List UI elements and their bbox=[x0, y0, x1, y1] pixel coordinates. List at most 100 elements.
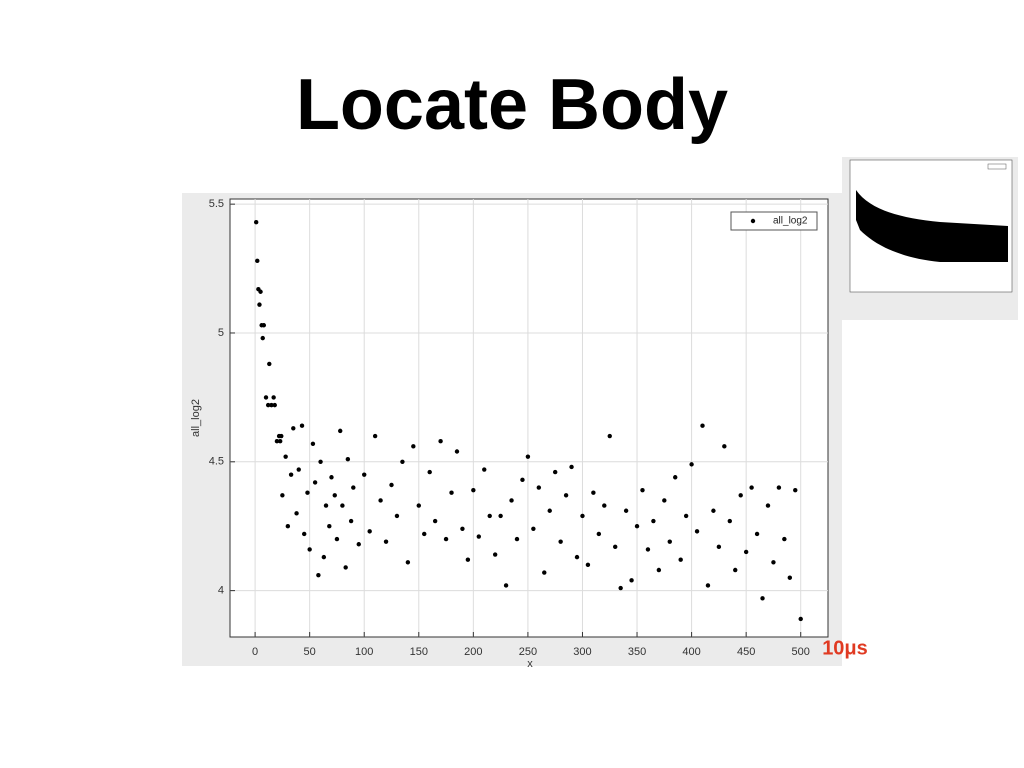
point bbox=[738, 493, 743, 498]
point bbox=[651, 518, 656, 524]
point bbox=[279, 433, 284, 439]
point bbox=[569, 464, 574, 470]
point bbox=[263, 395, 269, 400]
inset-thumbnail bbox=[842, 157, 1018, 320]
point bbox=[271, 395, 276, 400]
point bbox=[302, 531, 307, 537]
point bbox=[683, 513, 689, 519]
inset-points bbox=[856, 190, 1008, 262]
point bbox=[285, 524, 291, 529]
point bbox=[316, 572, 321, 578]
point bbox=[432, 518, 438, 524]
y-tick-label: 4.5 bbox=[209, 456, 224, 468]
inset-legend bbox=[987, 163, 1007, 170]
point bbox=[296, 467, 301, 472]
point bbox=[465, 557, 471, 562]
point bbox=[487, 513, 492, 519]
point bbox=[722, 444, 727, 449]
point bbox=[274, 438, 280, 444]
point bbox=[299, 423, 305, 428]
point bbox=[509, 498, 514, 503]
point bbox=[694, 529, 700, 534]
point bbox=[754, 531, 760, 537]
point bbox=[305, 490, 310, 495]
point bbox=[514, 536, 520, 542]
point bbox=[656, 567, 662, 573]
point bbox=[471, 487, 476, 493]
point bbox=[389, 482, 394, 488]
point bbox=[640, 487, 645, 493]
point bbox=[596, 531, 602, 537]
y-axis-label: all_log2 bbox=[190, 399, 202, 437]
point bbox=[265, 402, 271, 408]
x-tick-label: 500 bbox=[792, 646, 810, 658]
point bbox=[798, 616, 803, 622]
point bbox=[623, 508, 629, 513]
point bbox=[351, 485, 356, 490]
point bbox=[705, 583, 711, 588]
legend-marker bbox=[750, 218, 756, 224]
point bbox=[743, 549, 749, 555]
point bbox=[782, 536, 787, 542]
point bbox=[580, 513, 585, 519]
point bbox=[378, 498, 383, 503]
x-tick-label: 50 bbox=[304, 646, 316, 658]
point bbox=[405, 560, 411, 565]
x-tick-label: 100 bbox=[355, 646, 373, 658]
point bbox=[312, 480, 318, 485]
point bbox=[318, 459, 323, 464]
point bbox=[760, 596, 765, 601]
point bbox=[542, 570, 547, 575]
point bbox=[427, 469, 432, 475]
point bbox=[288, 472, 294, 477]
x-tick-label: 350 bbox=[628, 646, 646, 658]
point bbox=[334, 536, 340, 542]
point bbox=[793, 487, 798, 493]
point bbox=[460, 526, 465, 531]
point bbox=[503, 583, 509, 588]
point bbox=[338, 428, 343, 434]
point bbox=[348, 518, 354, 524]
point bbox=[329, 475, 334, 480]
x-tick-label: 200 bbox=[464, 646, 482, 658]
point bbox=[749, 485, 754, 490]
point bbox=[345, 457, 351, 462]
point bbox=[498, 513, 503, 519]
point bbox=[563, 493, 569, 498]
point bbox=[294, 511, 299, 516]
point bbox=[591, 490, 596, 495]
point bbox=[662, 498, 667, 503]
point bbox=[634, 524, 640, 529]
point bbox=[492, 552, 498, 557]
point bbox=[700, 423, 705, 428]
point bbox=[520, 477, 525, 483]
point bbox=[558, 539, 563, 544]
point bbox=[383, 539, 389, 544]
point bbox=[673, 475, 678, 480]
point bbox=[547, 508, 552, 513]
x-tick-label: 300 bbox=[573, 646, 591, 658]
point bbox=[283, 454, 288, 459]
point bbox=[525, 454, 531, 459]
point bbox=[678, 557, 683, 562]
point bbox=[536, 485, 542, 490]
point bbox=[372, 433, 378, 439]
point bbox=[258, 289, 263, 294]
point bbox=[629, 578, 634, 583]
point bbox=[585, 562, 591, 568]
point bbox=[667, 539, 672, 544]
point bbox=[362, 472, 367, 477]
point bbox=[787, 575, 793, 580]
legend-box bbox=[730, 211, 818, 231]
point bbox=[261, 323, 267, 328]
point bbox=[613, 544, 618, 550]
plot-area bbox=[229, 198, 829, 638]
point bbox=[531, 526, 536, 531]
point bbox=[257, 302, 262, 307]
point bbox=[765, 503, 771, 508]
y-tick-label: 4 bbox=[218, 585, 224, 597]
point bbox=[394, 513, 400, 519]
point bbox=[332, 493, 337, 498]
point bbox=[476, 534, 482, 539]
